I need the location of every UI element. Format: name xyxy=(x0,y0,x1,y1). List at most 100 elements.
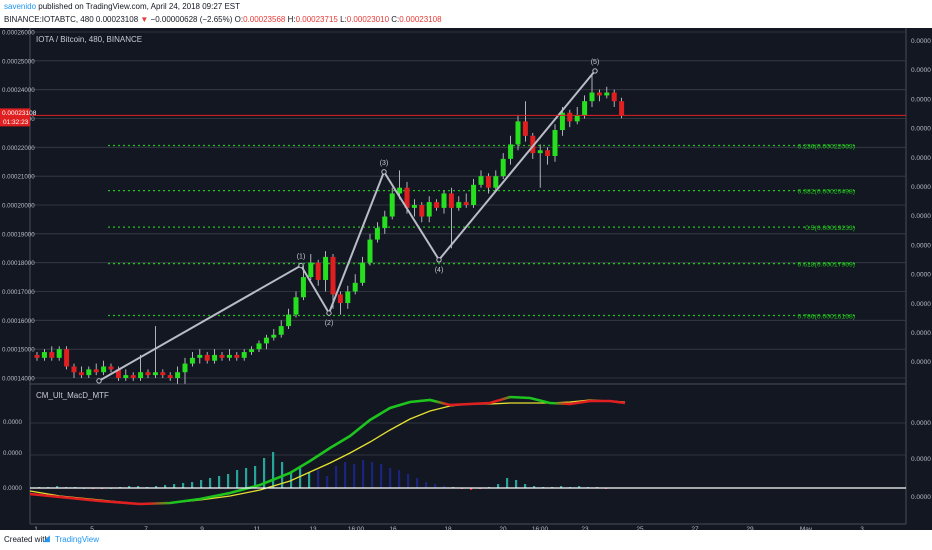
open-label: O: xyxy=(234,15,244,24)
time-axis-label: 18 xyxy=(444,526,452,530)
histogram-bar xyxy=(371,462,374,488)
candle-body xyxy=(537,150,543,154)
osc-left-label: 0.0000 xyxy=(3,485,22,492)
time-axis-label: 1 xyxy=(34,526,38,530)
candle-body xyxy=(152,372,158,376)
candle-body xyxy=(522,121,528,136)
histogram-bar xyxy=(407,474,410,488)
candle-body xyxy=(241,352,247,358)
candle-body xyxy=(426,202,432,217)
wave-label: (3) xyxy=(380,160,389,167)
chart-area[interactable]: 0.236(0.00022063) 0.382(0.00020498) 0.5(0.… xyxy=(0,28,932,530)
wave-label: (1) xyxy=(297,254,306,261)
candle-body xyxy=(256,343,262,350)
wave-label: (2) xyxy=(325,320,334,327)
right-axis-label: 0.0000 xyxy=(911,126,931,133)
macd-line xyxy=(29,395,626,506)
left-axis-label: 0.00017000 xyxy=(2,289,35,296)
high-value: 0.00023715 xyxy=(295,15,338,24)
low-value: 0.00023010 xyxy=(346,15,390,24)
candle-body xyxy=(293,297,299,315)
histogram-bar xyxy=(191,482,194,488)
candle-body xyxy=(463,202,469,205)
open-value: 0.00023568 xyxy=(243,15,286,24)
candle-body xyxy=(611,92,617,102)
time-axis-label: 27 xyxy=(691,526,699,530)
candle-body xyxy=(596,92,602,96)
right-price-axis[interactable]: 0.0000 0.0000 0.0000 0.0000 0.0000 0.0000 0.00… xyxy=(911,38,931,366)
right-axis-label: 0.0000 xyxy=(911,184,931,191)
ohlc-line: BINANCE:IOTABTC, 480 0.00023108 ▼ −0.000… xyxy=(4,15,442,24)
left-axis-label: 0.00014000 xyxy=(2,376,35,383)
wave-point xyxy=(298,262,304,269)
right-axis-label: 0.0000 xyxy=(911,213,931,220)
time-axis[interactable]: 1 5 7 9 11 13 16:00 16 18 20 16:00 23 25 27 29 May 3 xyxy=(34,526,864,530)
fib-level-label: 0.786(0.00016168) xyxy=(798,313,855,320)
fib-level-label: 0.382(0.00020498) xyxy=(798,189,855,196)
left-axis-label: 0.00015000 xyxy=(2,347,35,354)
right-axis-label: 0.0000 xyxy=(911,301,931,308)
candle-body xyxy=(559,112,565,131)
oscillator-legend[interactable]: CM_Ult_MacD_MTF xyxy=(36,391,109,400)
wave-point xyxy=(592,68,598,74)
time-axis-label: 23 xyxy=(581,526,589,530)
candle-body xyxy=(300,277,306,298)
time-axis-label: 25 xyxy=(636,526,644,530)
candle-body xyxy=(64,349,70,367)
candle-body xyxy=(500,158,506,177)
histogram-bar xyxy=(245,468,248,488)
oscillator-grid xyxy=(30,422,906,456)
histogram-bar xyxy=(317,470,320,488)
histogram-bar xyxy=(263,458,266,488)
candle-body xyxy=(197,354,203,358)
histogram-bar xyxy=(470,488,473,490)
tradingview-brand[interactable]: TradingView xyxy=(55,535,100,544)
main-pane-legend[interactable]: IOTA / Bitcoin, 480, BINANCE xyxy=(36,35,142,44)
histogram-bar xyxy=(227,474,230,488)
wave-path xyxy=(98,70,596,382)
candle-body xyxy=(448,193,454,208)
histogram-bar xyxy=(128,486,131,488)
right-axis-label: 0.0000 xyxy=(911,38,931,45)
time-axis-label: 11 xyxy=(254,526,261,530)
right-axis-label: 0.0000 xyxy=(911,359,931,366)
candle-body xyxy=(101,366,107,373)
histogram-bar xyxy=(515,480,518,488)
tradingview-logo-icon[interactable]: ◢ xyxy=(43,533,50,543)
close-value: 0.00023108 xyxy=(399,15,442,24)
histogram-bar xyxy=(155,486,158,488)
right-axis-label: 0.0000 xyxy=(911,242,931,249)
osc-left-label: 0.0000 xyxy=(3,419,22,426)
author-link[interactable]: savenido xyxy=(4,2,37,11)
osc-right-label: 0.0000 xyxy=(911,456,931,463)
fib-level-label: 0.236(0.00022063) xyxy=(798,144,855,151)
candle-body xyxy=(441,193,447,208)
footer: Created with ◢ TradingView xyxy=(0,530,932,550)
candle-body xyxy=(115,369,121,378)
fib-level-label: 0.5(0.00019233) xyxy=(805,225,855,232)
histogram-bar xyxy=(416,478,419,488)
histogram-bar xyxy=(200,480,203,488)
histogram-bar xyxy=(218,476,221,488)
left-axis-label: 0.00025000 xyxy=(2,58,35,65)
candle-body xyxy=(330,256,336,295)
candle-body xyxy=(360,262,366,283)
candle-body xyxy=(212,354,218,361)
histogram-bar xyxy=(344,462,347,488)
histogram-bar xyxy=(272,452,275,488)
close-label: C: xyxy=(391,15,400,24)
oscillator-left-axis: 0.0000 0.0000 0.0000 xyxy=(3,419,22,492)
histogram-bar xyxy=(209,478,212,488)
candle-body xyxy=(485,176,491,188)
candle-body xyxy=(130,375,136,378)
low-label: L: xyxy=(340,15,347,24)
candle-body xyxy=(49,352,55,358)
candle-body xyxy=(389,193,395,217)
candle-body xyxy=(204,354,210,361)
candle-body xyxy=(308,262,314,278)
histogram-bar xyxy=(506,478,509,488)
histogram-bar xyxy=(524,484,527,488)
candle-body xyxy=(582,101,588,116)
candle-body xyxy=(56,349,62,358)
histogram-bar xyxy=(443,486,446,488)
